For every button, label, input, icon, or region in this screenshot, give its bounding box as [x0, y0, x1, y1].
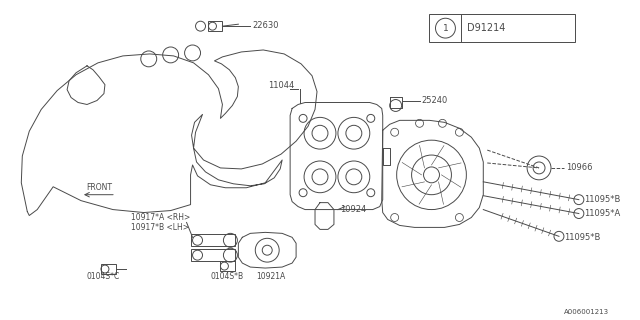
Text: 10917*A <RH>: 10917*A <RH> [131, 213, 190, 222]
Text: 11095*B: 11095*B [564, 233, 600, 242]
Text: 25240: 25240 [422, 96, 448, 105]
Text: FRONT: FRONT [86, 183, 112, 192]
Text: 11095*A: 11095*A [584, 209, 620, 218]
Text: 1: 1 [443, 24, 449, 33]
Text: 10917*B <LH>: 10917*B <LH> [131, 223, 189, 232]
Text: 0104S*C: 0104S*C [86, 272, 120, 282]
Text: D91214: D91214 [467, 23, 506, 33]
Text: 10921A: 10921A [256, 272, 285, 282]
Text: 10924: 10924 [340, 205, 366, 214]
Text: 11095*B: 11095*B [584, 195, 620, 204]
Text: 22630: 22630 [252, 21, 279, 30]
Text: A006001213: A006001213 [564, 309, 609, 315]
Text: 10966: 10966 [566, 164, 593, 172]
Text: 0104S*B: 0104S*B [211, 272, 244, 282]
Text: 11044: 11044 [268, 81, 294, 90]
